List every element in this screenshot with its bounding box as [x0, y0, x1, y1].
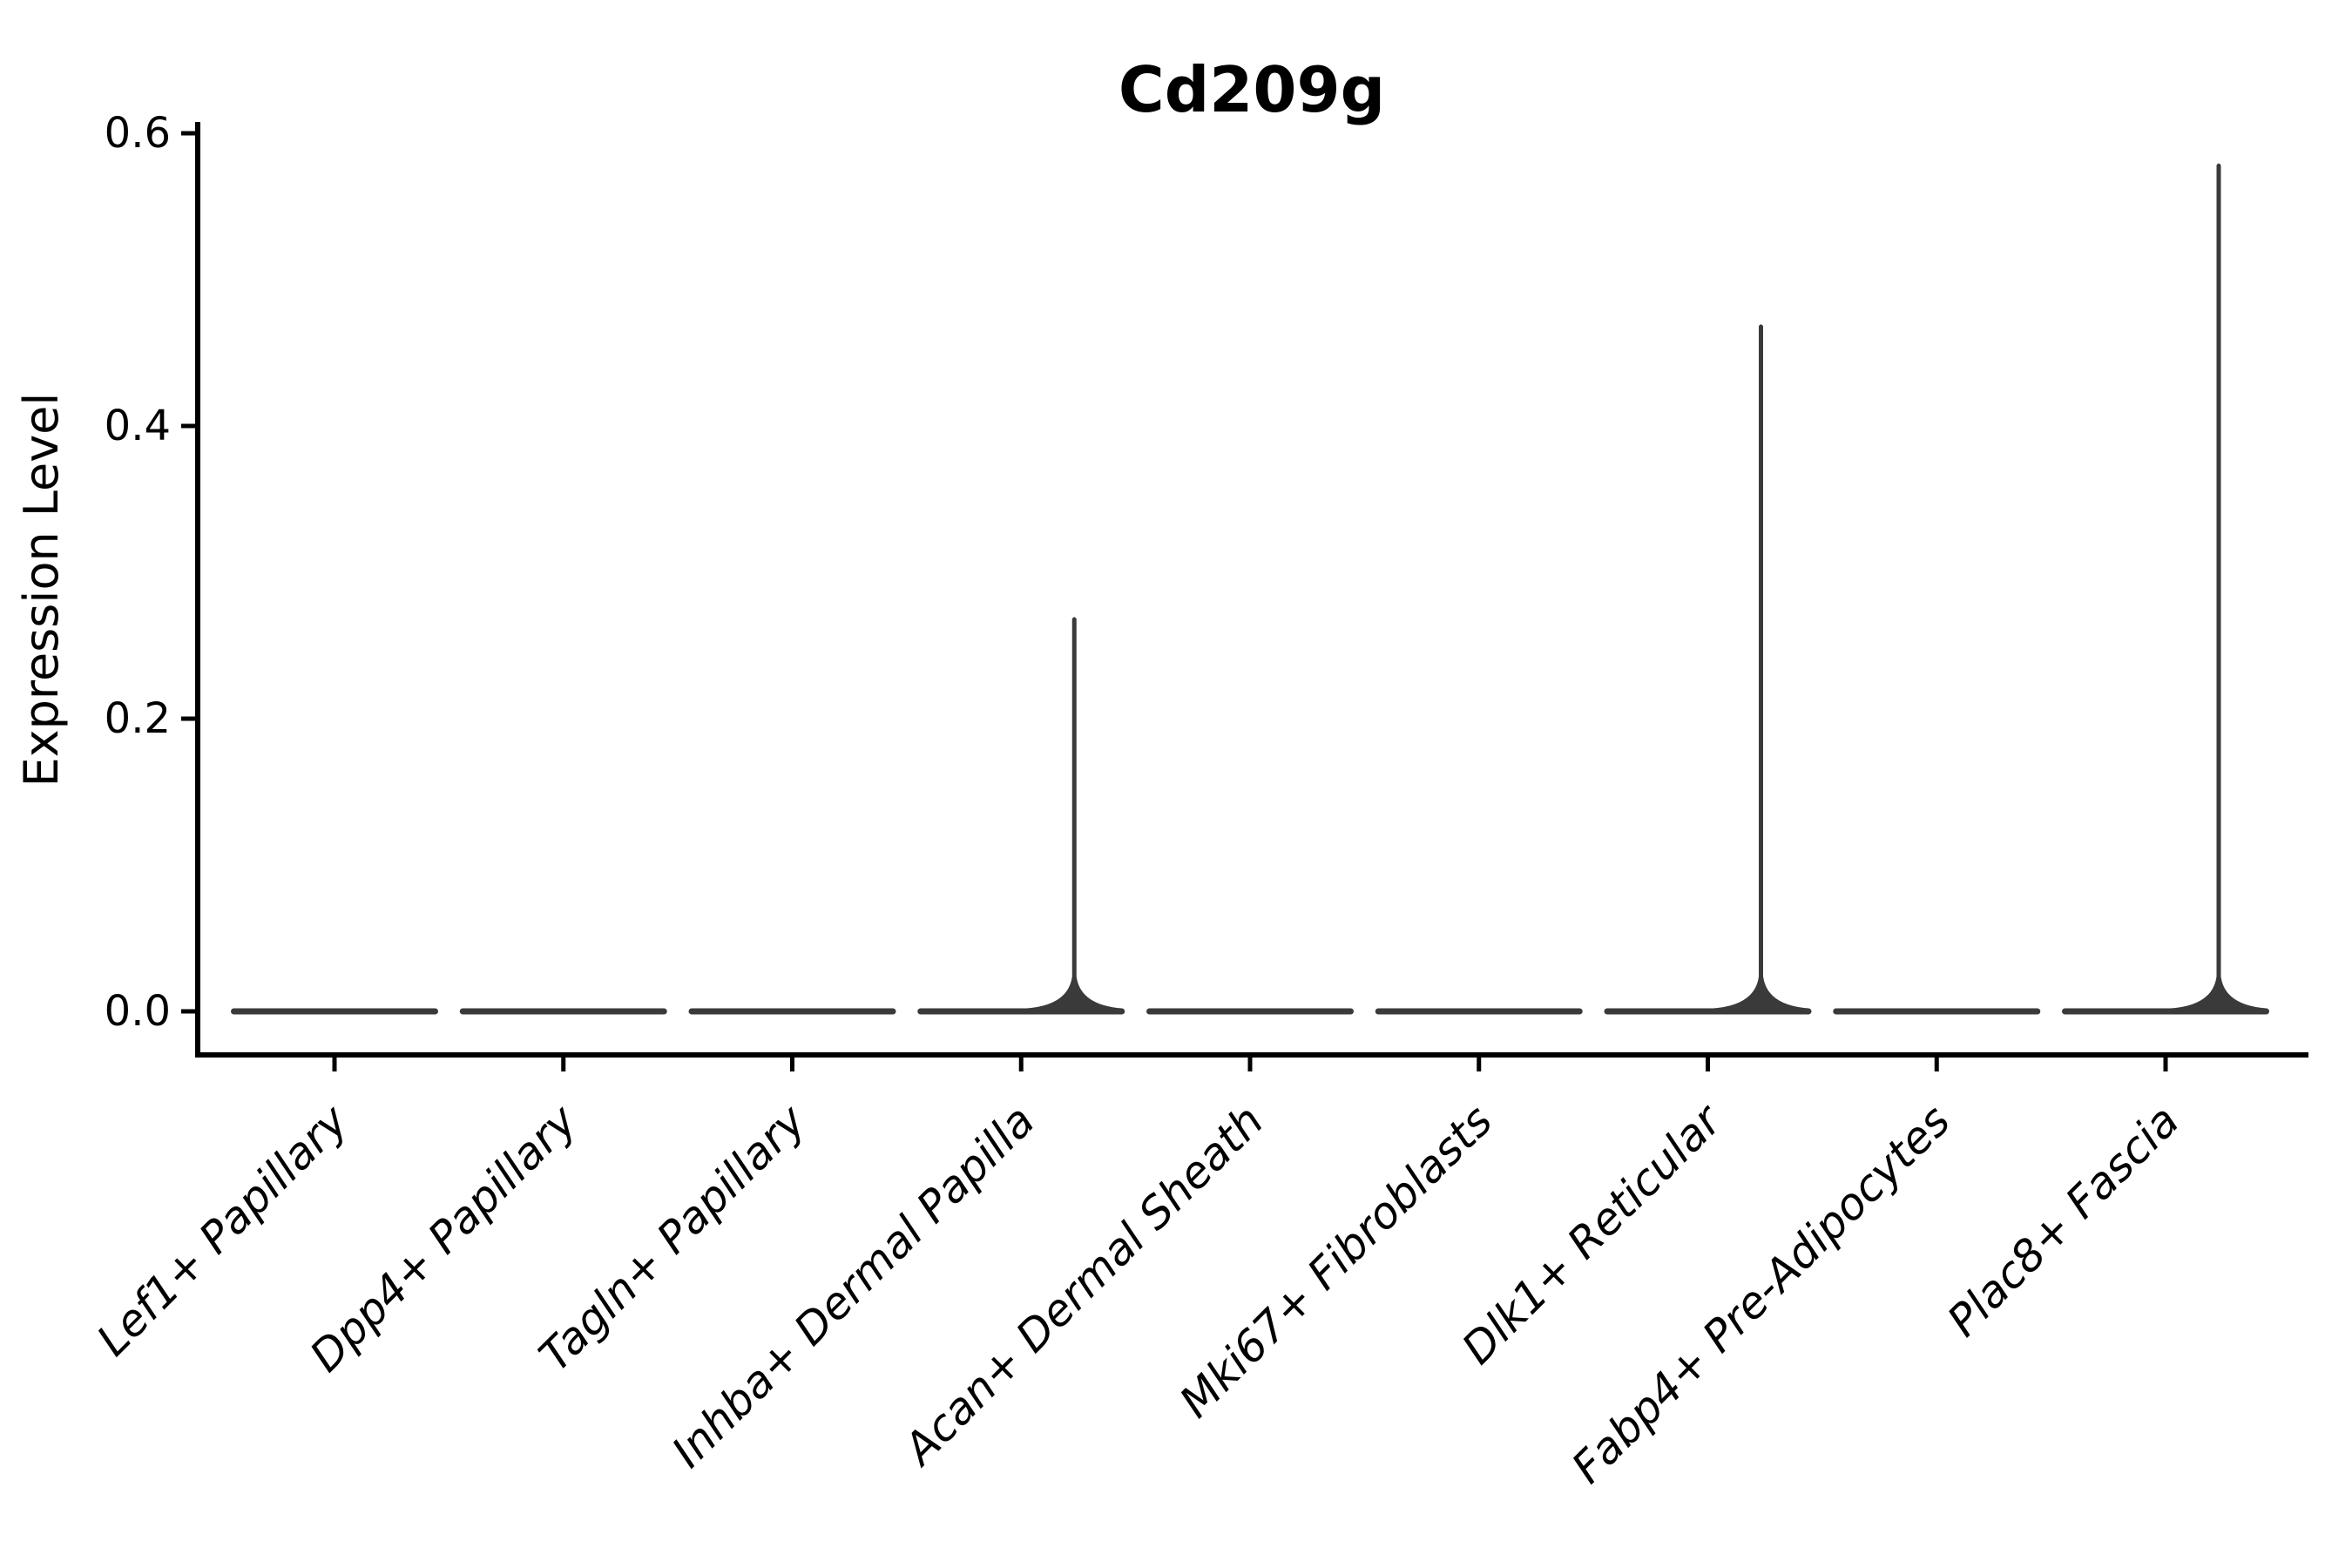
- x-tick-label-4: Acan+ Dermal Sheath: [893, 1095, 1274, 1476]
- y-tick-1: [181, 716, 195, 721]
- violin-body-6: [1604, 1008, 1812, 1015]
- y-tick-label-2: 0.4: [105, 402, 171, 450]
- y-tick-label-0: 0.0: [105, 987, 171, 1036]
- x-tick-0: [332, 1058, 337, 1071]
- violin-spike-6: [1713, 324, 1809, 1009]
- violin-body-5: [1375, 1008, 1583, 1015]
- x-tick-5: [1477, 1058, 1482, 1071]
- y-tick-label-1: 0.2: [105, 694, 171, 743]
- y-axis-spine: [195, 122, 200, 1058]
- violin-body-1: [459, 1008, 667, 1015]
- x-tick-label-7: Fabp4+ Pre-Adipocytes: [1562, 1095, 1960, 1493]
- y-tick-label-3: 0.6: [105, 109, 171, 158]
- violin-body-4: [1146, 1008, 1354, 1015]
- y-axis-label: Expression Level: [14, 393, 69, 787]
- x-axis-spine: [195, 1052, 2308, 1058]
- violin-spike-8: [2171, 163, 2267, 1009]
- violin-body-2: [688, 1008, 896, 1015]
- violin-body-7: [1833, 1008, 2041, 1015]
- x-tick-6: [1706, 1058, 1710, 1071]
- y-tick-2: [181, 423, 195, 429]
- violin-body-8: [2062, 1008, 2269, 1015]
- x-tick-label-0: Lef1+ Papillary: [87, 1094, 358, 1365]
- x-tick-3: [1018, 1058, 1024, 1071]
- x-tick-7: [1934, 1058, 1939, 1071]
- x-tick-label-8: Plac8+ Fascia: [1938, 1095, 2189, 1346]
- chart-title: Cd209g: [1119, 53, 1385, 126]
- x-tick-4: [1247, 1058, 1253, 1071]
- y-tick-3: [181, 131, 195, 136]
- violin-body-3: [917, 1008, 1125, 1015]
- x-tick-label-3: Inhba+ Dermal Papilla: [662, 1095, 1044, 1477]
- x-tick-8: [2163, 1058, 2168, 1071]
- x-tick-2: [790, 1058, 794, 1071]
- y-tick-0: [181, 1009, 195, 1014]
- violin-spike-3: [1026, 617, 1123, 1009]
- violin-body-0: [231, 1008, 438, 1015]
- x-tick-1: [561, 1058, 566, 1071]
